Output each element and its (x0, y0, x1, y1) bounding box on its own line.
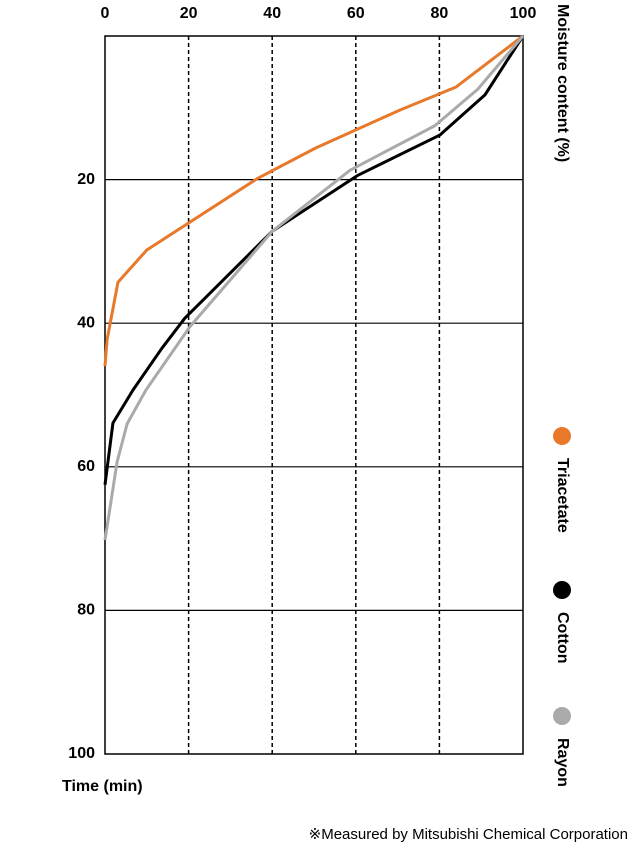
legend-marker (553, 707, 571, 725)
note: ※Measured by Mitsubishi Chemical Corpora… (309, 826, 628, 843)
legend-label: Triacetate (554, 458, 571, 533)
y-tick-label: 80 (77, 602, 95, 619)
x-tick-label: 80 (431, 5, 449, 22)
x-tick-label: 40 (263, 5, 281, 22)
y-tick-label: 40 (77, 314, 95, 331)
data-line (103, 35, 525, 541)
x-tick-label: 60 (347, 5, 365, 22)
legend-label: Rayon (554, 738, 571, 787)
x-tick-label: 100 (510, 5, 537, 22)
legend-marker (553, 581, 571, 599)
x-tick-label: 0 (101, 5, 110, 22)
y-tick-label: 60 (77, 458, 95, 475)
data-line (103, 34, 524, 367)
plot-frame (104, 35, 524, 755)
legend-label: Cotton (554, 612, 571, 664)
y-axis-label: Time (min) (62, 778, 143, 795)
x-tick-label: 20 (180, 5, 198, 22)
x-axis-label: Moisture content (%) (554, 4, 571, 162)
y-tick-label: 20 (77, 171, 95, 188)
y-tick-label: 100 (68, 745, 95, 762)
data-line (103, 35, 525, 485)
legend-marker (553, 427, 571, 445)
